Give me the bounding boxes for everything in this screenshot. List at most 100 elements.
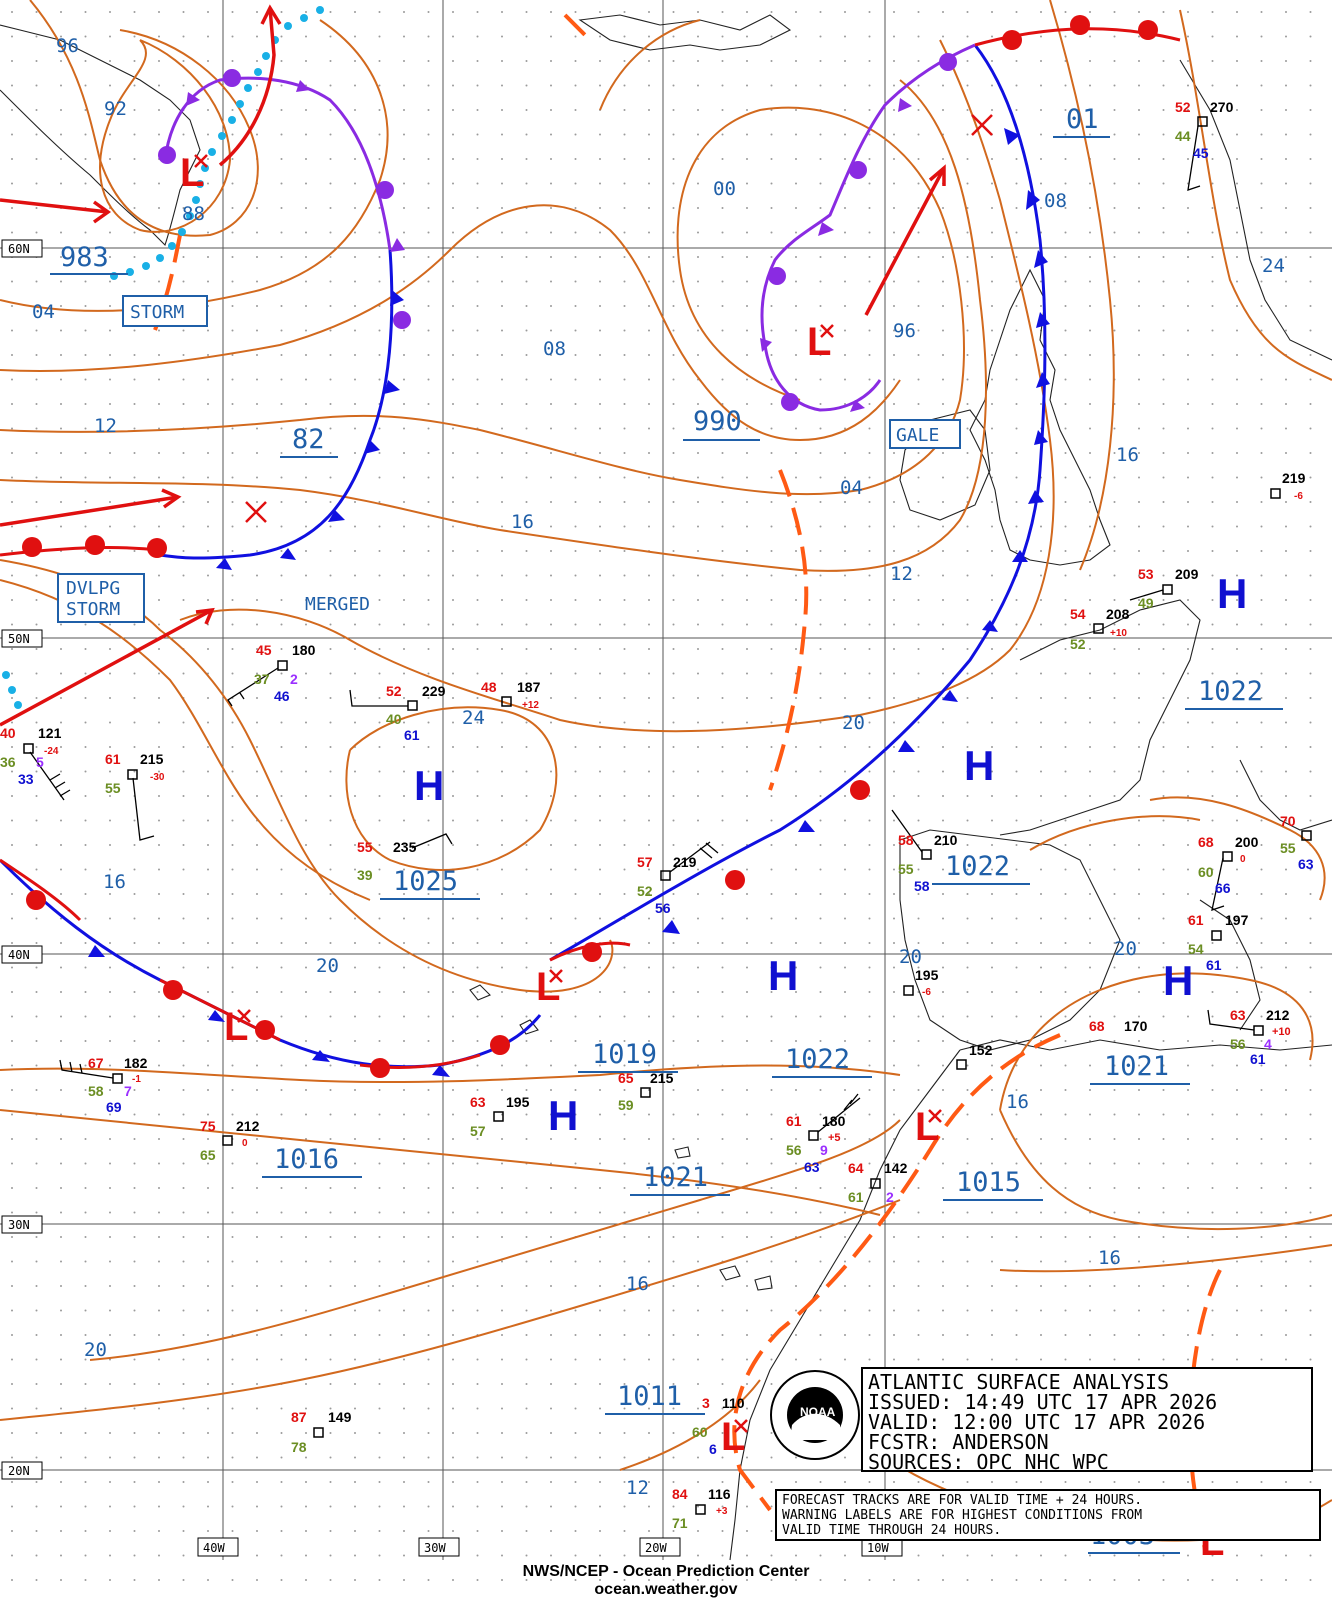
station-pressure: 195 (506, 1094, 530, 1110)
note-line-3: VALID TIME THROUGH 24 HOURS. (782, 1523, 1001, 1538)
station-dewpoint: 65 (200, 1147, 216, 1163)
latitude-labels: 60N 50N 40N 30N 20N (1, 239, 43, 1480)
station-plot: 54 208 52 +10 (1070, 606, 1130, 652)
dvlpg-warning-line1: DVLPG (66, 578, 120, 599)
station-plot: 87 149 78 (291, 1409, 352, 1455)
station-plot: 48 187 +12 (481, 679, 541, 711)
valid-line: VALID: 12:00 UTC 17 APR 2026 (868, 1410, 1205, 1434)
forecast-track-arrows (0, 4, 946, 727)
graticule (0, 0, 1332, 1560)
station-temp: 70 (1280, 813, 1296, 829)
station-plot: 61 197 54 61 (1188, 912, 1249, 973)
station-plot: 68 170 (1089, 1018, 1148, 1034)
isobar-label: 08 (1044, 190, 1067, 212)
station-tendency: 0 (1240, 854, 1246, 865)
station-temp: 57 (637, 854, 653, 870)
dvlpg-warning-line2: STORM (66, 599, 120, 620)
station-temp: 53 (1138, 566, 1154, 582)
station-visibility: 7 (124, 1083, 132, 1099)
station-pressure: 152 (969, 1042, 993, 1058)
station-sst: 45 (1193, 145, 1209, 161)
cold-front-triangles (88, 128, 1050, 1077)
isobar-label: 04 (32, 301, 55, 323)
station-pressure: 235 (393, 839, 417, 855)
station-temp: 84 (672, 1486, 688, 1502)
lon-label-30: 30W (424, 1541, 446, 1555)
central-pressure-values: 983 82 990 01 1025 1022 1022 1019 1022 1… (50, 104, 1283, 1554)
station-temp: 61 (105, 751, 121, 767)
station-tendency: -1 (132, 1074, 141, 1085)
station-dewpoint: 59 (618, 1097, 634, 1113)
pressure-value-1022-a: 1022 (945, 851, 1010, 882)
station-pressure: 180 (292, 642, 316, 658)
station-plot: 84 116 71 +3 (672, 1486, 731, 1531)
isobar-label: 12 (626, 1477, 649, 1499)
station-temp: 65 (618, 1070, 634, 1086)
station-pressure: 195 (915, 967, 939, 983)
isobar-label: 12 (94, 415, 117, 437)
isobar-label: 16 (511, 511, 534, 533)
station-temp: 75 (200, 1118, 216, 1134)
station-temp: 40 (0, 725, 16, 741)
station-pressure: 215 (650, 1070, 674, 1086)
isobar-label: 16 (1116, 444, 1139, 466)
lat-label-40: 40N (8, 948, 30, 962)
isobars (0, 0, 1332, 1542)
isobar-label: 96 (893, 320, 916, 342)
lat-label-50: 50N (8, 632, 30, 646)
station-temp: 61 (1188, 912, 1204, 928)
isobar-label: 88 (182, 203, 205, 225)
station-sst: 56 (655, 900, 671, 916)
station-plot: 3 110 60 6 (692, 1395, 745, 1457)
station-pressure: 187 (517, 679, 541, 695)
merged-label: MERGED (305, 594, 370, 615)
footer-line-2: ocean.weather.gov (594, 1581, 737, 1598)
pressure-value-990: 990 (693, 406, 742, 437)
low-center-rockall: L (807, 320, 831, 364)
station-temp: 67 (88, 1055, 104, 1071)
station-tendency: -6 (1294, 491, 1303, 502)
gale-warning-label: GALE (896, 425, 939, 446)
station-plot: 68 200 60 0 66 (1198, 834, 1259, 911)
isobar-label: 20 (842, 712, 865, 734)
station-plot: 63 195 57 (470, 1094, 530, 1139)
station-pressure: 110 (722, 1395, 745, 1411)
station-temp: 52 (386, 683, 402, 699)
station-temp: 68 (1089, 1018, 1105, 1034)
note-block: FORECAST TRACKS ARE FOR VALID TIME + 24 … (775, 1489, 1321, 1541)
station-temp: 3 (702, 1395, 710, 1411)
station-dewpoint: 55 (898, 861, 914, 877)
lon-label-20: 20W (645, 1541, 667, 1555)
low-center-greenland: L (180, 151, 204, 195)
pressure-value-1022-b: 1022 (1198, 676, 1263, 707)
high-center-1: H (414, 762, 444, 809)
station-sst: 46 (274, 688, 290, 704)
station-temp: 68 (1198, 834, 1214, 850)
isobar-label: 08 (543, 338, 566, 360)
station-plot: 70 55 63 (1280, 813, 1314, 872)
station-sst: 6 (709, 1441, 717, 1457)
high-center-5: H (1163, 957, 1193, 1004)
footer: NWS/NCEP - Ocean Prediction Center ocean… (523, 1563, 810, 1598)
station-tendency: +5 (828, 1132, 841, 1144)
issued-line: ISSUED: 14:49 UTC 17 APR 2026 (868, 1390, 1217, 1414)
isobar-label: 16 (103, 871, 126, 893)
station-tendency: -30 (150, 772, 165, 783)
station-dewpoint: 58 (88, 1083, 104, 1099)
station-temp: 63 (1230, 1007, 1246, 1023)
station-plot: 75 212 65 0 (200, 1118, 260, 1163)
station-dewpoint: 55 (105, 780, 121, 796)
station-sst: 33 (18, 771, 34, 787)
forecaster-line: FCSTR: ANDERSON (868, 1430, 1049, 1454)
station-tendency: +10 (1272, 1026, 1291, 1038)
ice-edge (2, 6, 324, 709)
pressure-value-1015: 1015 (956, 1167, 1021, 1198)
note-line-2: WARNING LABELS ARE FOR HIGHEST CONDITION… (782, 1508, 1142, 1523)
station-pressure: 219 (1282, 470, 1306, 486)
isobar-label: 00 (713, 178, 736, 200)
station-dewpoint: 52 (1070, 636, 1086, 652)
pressure-value-82: 82 (292, 424, 325, 455)
station-sst: 61 (1250, 1051, 1266, 1067)
